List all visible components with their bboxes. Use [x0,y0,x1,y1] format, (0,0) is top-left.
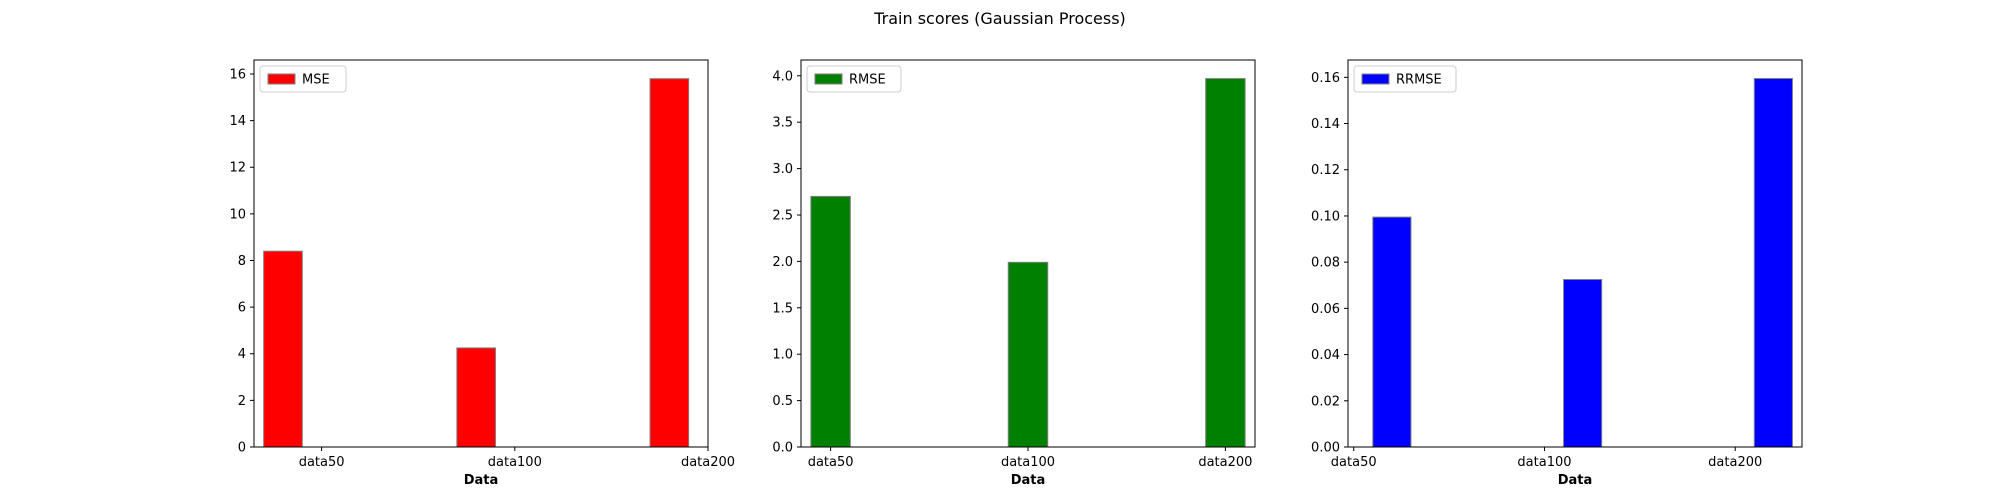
rrmse-ytick-label: 0.08 [1311,256,1340,271]
figure-suptitle: Train scores (Gaussian Process) [873,9,1126,28]
mse-xtick-label: data100 [488,455,542,470]
rrmse-ytick-label: 0.14 [1311,117,1340,132]
rmse-xtick-label: data200 [1198,455,1252,470]
rrmse-ytick-label: 0.02 [1311,394,1340,409]
rmse-bar-data50 [810,195,851,448]
rmse-ytick-label: 3.5 [772,116,793,131]
mse-ytick-label: 14 [229,114,246,129]
rrmse-bar-data100 [1563,278,1603,448]
rrmse-ytick-label: 0.12 [1311,163,1340,178]
rmse-xlabel: Data [1011,473,1046,488]
mse-ytick-label: 4 [238,347,246,362]
mse-axes-frame [253,59,709,448]
rmse-ytick-label: 2.0 [772,255,793,270]
rmse-legend-box [806,65,902,93]
rrmse-ytick-label: 0.10 [1311,209,1340,224]
rrmse-ytick-label: 0.04 [1311,348,1340,363]
rrmse-ytick-label: 0.06 [1311,302,1340,317]
rmse-legend-swatch [814,73,843,85]
rmse-ytick-label: 3.0 [772,162,793,177]
rmse-ytick-label: 0.5 [772,394,793,409]
mse-ytick-label: 6 [238,301,246,316]
mse-legend-box [259,65,347,93]
rmse-xtick-label: data50 [808,455,854,470]
rrmse-bar-data50 [1372,216,1412,448]
rmse-legend-label: RMSE [849,73,886,88]
rrmse-xtick-label: data100 [1517,455,1571,470]
rrmse-legend-swatch [1361,73,1390,85]
mse-ytick-label: 12 [229,161,246,176]
rrmse-legend-label: RRMSE [1396,73,1442,88]
rmse-xtick-label: data100 [1001,455,1055,470]
mse-xlabel: Data [464,473,499,488]
rmse-legend: RMSE [806,65,902,93]
mse-bar-data200 [649,78,690,448]
mse-bar-data100 [456,347,496,448]
rmse-ytick-label: 2.5 [772,208,793,223]
mse-ytick-label: 16 [229,67,246,82]
rrmse-legend: RRMSE [1353,65,1457,93]
rrmse-subplot: 0.00 0.02 0.04 0.06 0.08 0.10 0.12 0.14 0.16 data… [1311,59,1803,488]
rrmse-xlabel: Data [1558,473,1593,488]
rrmse-ytick-label: 0.00 [1311,441,1340,456]
rmse-ytick-label: 0.0 [772,441,793,456]
mse-legend-swatch [267,73,296,85]
mse-ytick-label: 8 [238,254,246,269]
mse-ytick-label: 0 [238,441,246,456]
mse-bar-data50 [263,250,303,448]
subplot-panels: 0 2 4 6 8 10 12 14 16 data50 data100 data200 Data MSE… [229,59,1803,488]
rmse-bar-data200 [1205,78,1246,448]
rrmse-legend-box [1353,65,1457,93]
rrmse-bar-data200 [1753,77,1793,448]
mse-legend: MSE [259,65,347,93]
rmse-ytick-label: 1.0 [772,348,793,363]
mse-xtick-label: data50 [299,455,345,470]
rmse-ytick-label: 1.5 [772,301,793,316]
rrmse-xtick-label: data200 [1708,455,1762,470]
mse-xtick-label: data200 [681,455,735,470]
mse-legend-label: MSE [302,73,330,88]
mse-ytick-label: 10 [229,207,246,222]
rrmse-axes-frame [1347,59,1803,448]
rrmse-xtick-label: data50 [1331,455,1377,470]
rmse-subplot: 0.0 0.5 1.0 1.5 2.0 2.5 3.0 3.5 4.0 data50 data100… [772,59,1256,488]
rmse-ytick-label: 4.0 [772,69,793,84]
rmse-bar-data100 [1007,261,1049,448]
mse-subplot: 0 2 4 6 8 10 12 14 16 data50 data100 data200 Data MSE [229,59,735,488]
rrmse-ytick-label: 0.16 [1311,71,1340,86]
mse-ytick-label: 2 [238,394,246,409]
